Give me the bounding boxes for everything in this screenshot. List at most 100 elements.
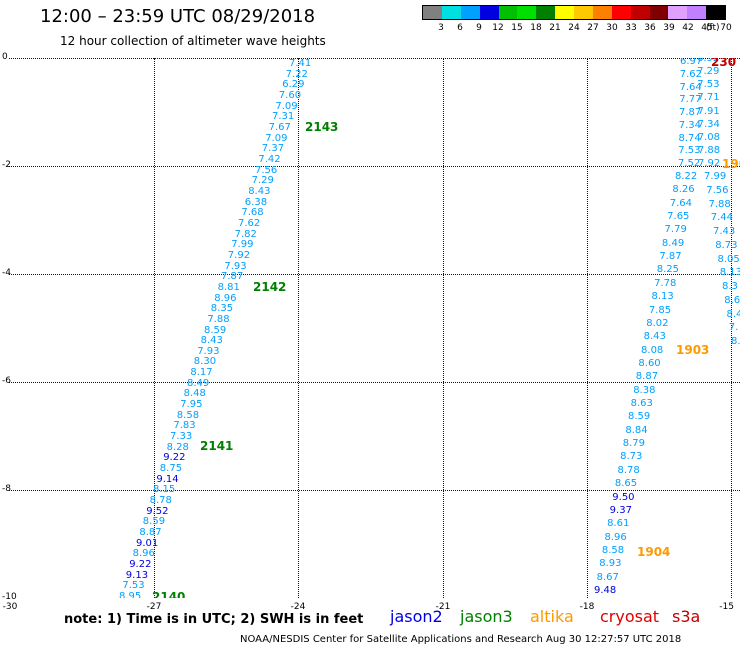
grid-line: [298, 58, 299, 598]
swh-value: 7.85: [648, 304, 672, 316]
scale-label: 39: [663, 23, 675, 33]
pass-number-label: 230: [711, 58, 737, 69]
scale-label: 33: [625, 23, 637, 33]
swh-value: 7.87: [679, 107, 702, 118]
grid-line: [9, 382, 740, 383]
scale-swatch: [423, 6, 442, 19]
swh-value: 9.22: [129, 559, 152, 571]
scale-label: 6: [457, 23, 463, 33]
swh-value: 9.14: [156, 473, 179, 485]
swh-value: 7.68: [241, 207, 264, 219]
swh-value: 6.92: [697, 58, 720, 64]
pass-number-label: 2141: [200, 439, 234, 453]
swh-value: 8.6: [724, 294, 740, 306]
scale-swatch: [649, 6, 669, 19]
swh-value: 8.08: [641, 344, 664, 356]
swh-value: 8.73: [715, 239, 738, 251]
swh-value: 8.43: [200, 335, 223, 347]
swh-value: 7.99: [231, 239, 254, 251]
swh-value: 9.48: [594, 585, 617, 596]
swh-value: 7.82: [234, 228, 257, 240]
swh-value: 7.83: [173, 420, 196, 432]
swh-value: 8.59: [627, 411, 651, 423]
swh-value: 8.22: [675, 171, 698, 182]
scale-label: 27: [587, 23, 599, 33]
x-tick-label: -27: [146, 602, 162, 612]
swh-value: 8.78: [149, 495, 172, 507]
grid-line: [731, 58, 732, 598]
swh-value: 7.78: [654, 277, 677, 289]
swh-value: 8.95: [119, 591, 142, 598]
scale-swatch: [536, 6, 556, 19]
scale-swatch: [441, 6, 461, 19]
swh-value: 8.84: [625, 424, 648, 436]
scale-label: 24: [568, 23, 580, 33]
swh-value: 9.50: [612, 491, 635, 503]
y-tick-label: -10: [2, 592, 17, 602]
swh-value: 7.67: [268, 121, 291, 133]
scale-swatch: [574, 6, 593, 19]
swh-value: 8.81: [217, 281, 240, 293]
swh-value: 7.31: [272, 111, 295, 123]
scale-label: 42: [682, 23, 694, 33]
swh-value: 8.59: [204, 324, 227, 336]
y-tick-label: 0: [2, 52, 8, 62]
swh-value: 8.38: [633, 384, 656, 396]
footer-credit: NOAA/NESDIS Center for Satellite Applica…: [240, 634, 682, 645]
scale-swatch: [668, 6, 688, 19]
scale-unit-label: (ft): [706, 23, 720, 33]
pass-number-label: 2143: [305, 120, 339, 134]
swh-value: 7.33: [170, 431, 193, 443]
swh-value: 7.62: [238, 217, 261, 229]
swh-value: 7.09: [275, 100, 298, 112]
scale-swatch: [555, 6, 574, 19]
swh-value: 8.87: [635, 371, 659, 383]
x-tick-label: -24: [290, 602, 306, 612]
y-tick-label: -6: [2, 376, 11, 386]
y-tick-label: -2: [2, 160, 11, 170]
swh-value: 8.30: [193, 356, 217, 368]
swh-value: 7.87: [221, 271, 244, 283]
swh-value: 7.64: [679, 81, 702, 93]
swh-value: 7.71: [697, 92, 720, 104]
swh-value: 8.65: [614, 478, 638, 490]
swh-value: 7.99: [704, 171, 727, 182]
swh-value: 7.53: [678, 145, 701, 157]
swh-value: 7.08: [697, 131, 721, 143]
pass-number-label: 1903: [676, 343, 710, 357]
swh-value: 7.93: [197, 345, 220, 357]
swh-value: 7.34: [697, 118, 720, 130]
scale-label: 9: [476, 23, 482, 33]
swh-value: 8.73: [620, 451, 643, 463]
swh-value: 8.48: [183, 388, 206, 400]
scale-label: 15: [511, 23, 523, 33]
swh-value: 8.96: [132, 548, 155, 560]
swh-value: 7.41: [289, 58, 312, 69]
swh-value: 7.34: [678, 119, 702, 131]
swh-value: 8.74: [678, 132, 701, 144]
swh-value: 7.: [728, 322, 739, 334]
swh-value: 8.3: [722, 281, 738, 292]
scale-swatch: [706, 6, 725, 19]
y-tick-label: -4: [2, 268, 11, 278]
swh-value: 8.61: [607, 518, 630, 530]
swh-value: 8.13: [719, 267, 740, 279]
scale-swatch: [479, 6, 499, 19]
swh-value: 7.79: [664, 224, 687, 236]
swh-value: 7.93: [224, 260, 247, 272]
swh-value: 9.52: [146, 505, 169, 517]
swh-value: 8.4: [726, 308, 740, 320]
swh-value: 6.97: [680, 58, 703, 67]
swh-value: 8.63: [630, 398, 653, 410]
note-text: note: 1) Time is in UTC; 2) SWH is in fe…: [64, 612, 364, 627]
swh-value: 8.87: [139, 527, 162, 539]
x-tick-label: -15: [719, 602, 734, 612]
scale-swatch: [460, 6, 480, 19]
grid-line: [9, 490, 740, 491]
page-subtitle: 12 hour collection of altimeter wave hei…: [60, 34, 326, 48]
swh-value: 7.77: [679, 94, 702, 106]
swh-value: 6.29: [282, 79, 305, 91]
x-tick-label: -30: [2, 602, 18, 612]
swh-value: 7.29: [697, 66, 720, 78]
pass-number-label: 2142: [253, 280, 287, 294]
